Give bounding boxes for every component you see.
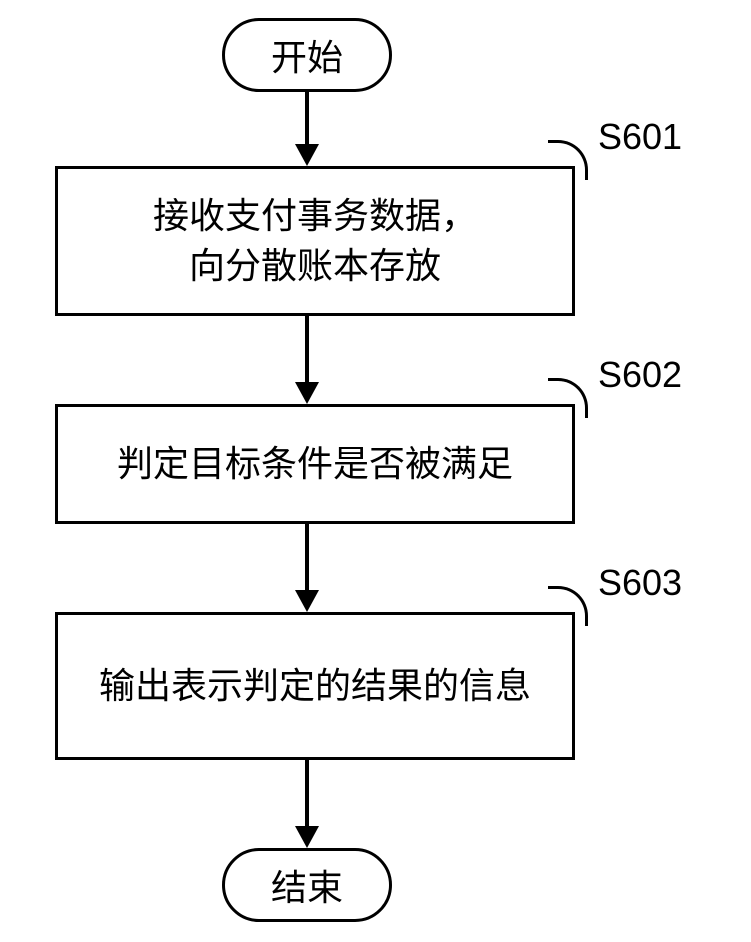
arrow-2-head <box>295 382 319 404</box>
process-s602: 判定目标条件是否被满足 <box>55 404 575 524</box>
arrow-3-head <box>295 590 319 612</box>
arrow-1-head <box>295 144 319 166</box>
start-label: 开始 <box>271 29 343 81</box>
step-label-s601: S601 <box>598 116 682 158</box>
step-label-s602: S602 <box>598 354 682 396</box>
arrow-4-line <box>305 760 309 828</box>
arrow-4-head <box>295 826 319 848</box>
process-s603-text: 输出表示判定的结果的信息 <box>99 661 531 711</box>
start-node: 开始 <box>222 18 392 92</box>
end-label: 结束 <box>271 859 343 911</box>
process-s603: 输出表示判定的结果的信息 <box>55 612 575 760</box>
arrow-2-line <box>305 316 309 384</box>
process-s601: 接收支付事务数据， 向分散账本存放 <box>55 166 575 316</box>
process-s602-text: 判定目标条件是否被满足 <box>117 439 513 489</box>
step-label-s603: S603 <box>598 562 682 604</box>
arrow-1-line <box>305 92 309 146</box>
end-node: 结束 <box>222 848 392 922</box>
arrow-3-line <box>305 524 309 592</box>
process-s601-text: 接收支付事务数据， 向分散账本存放 <box>153 191 477 292</box>
flowchart-container: 开始 S601 接收支付事务数据， 向分散账本存放 S602 判定目标条件是否被… <box>0 0 751 942</box>
